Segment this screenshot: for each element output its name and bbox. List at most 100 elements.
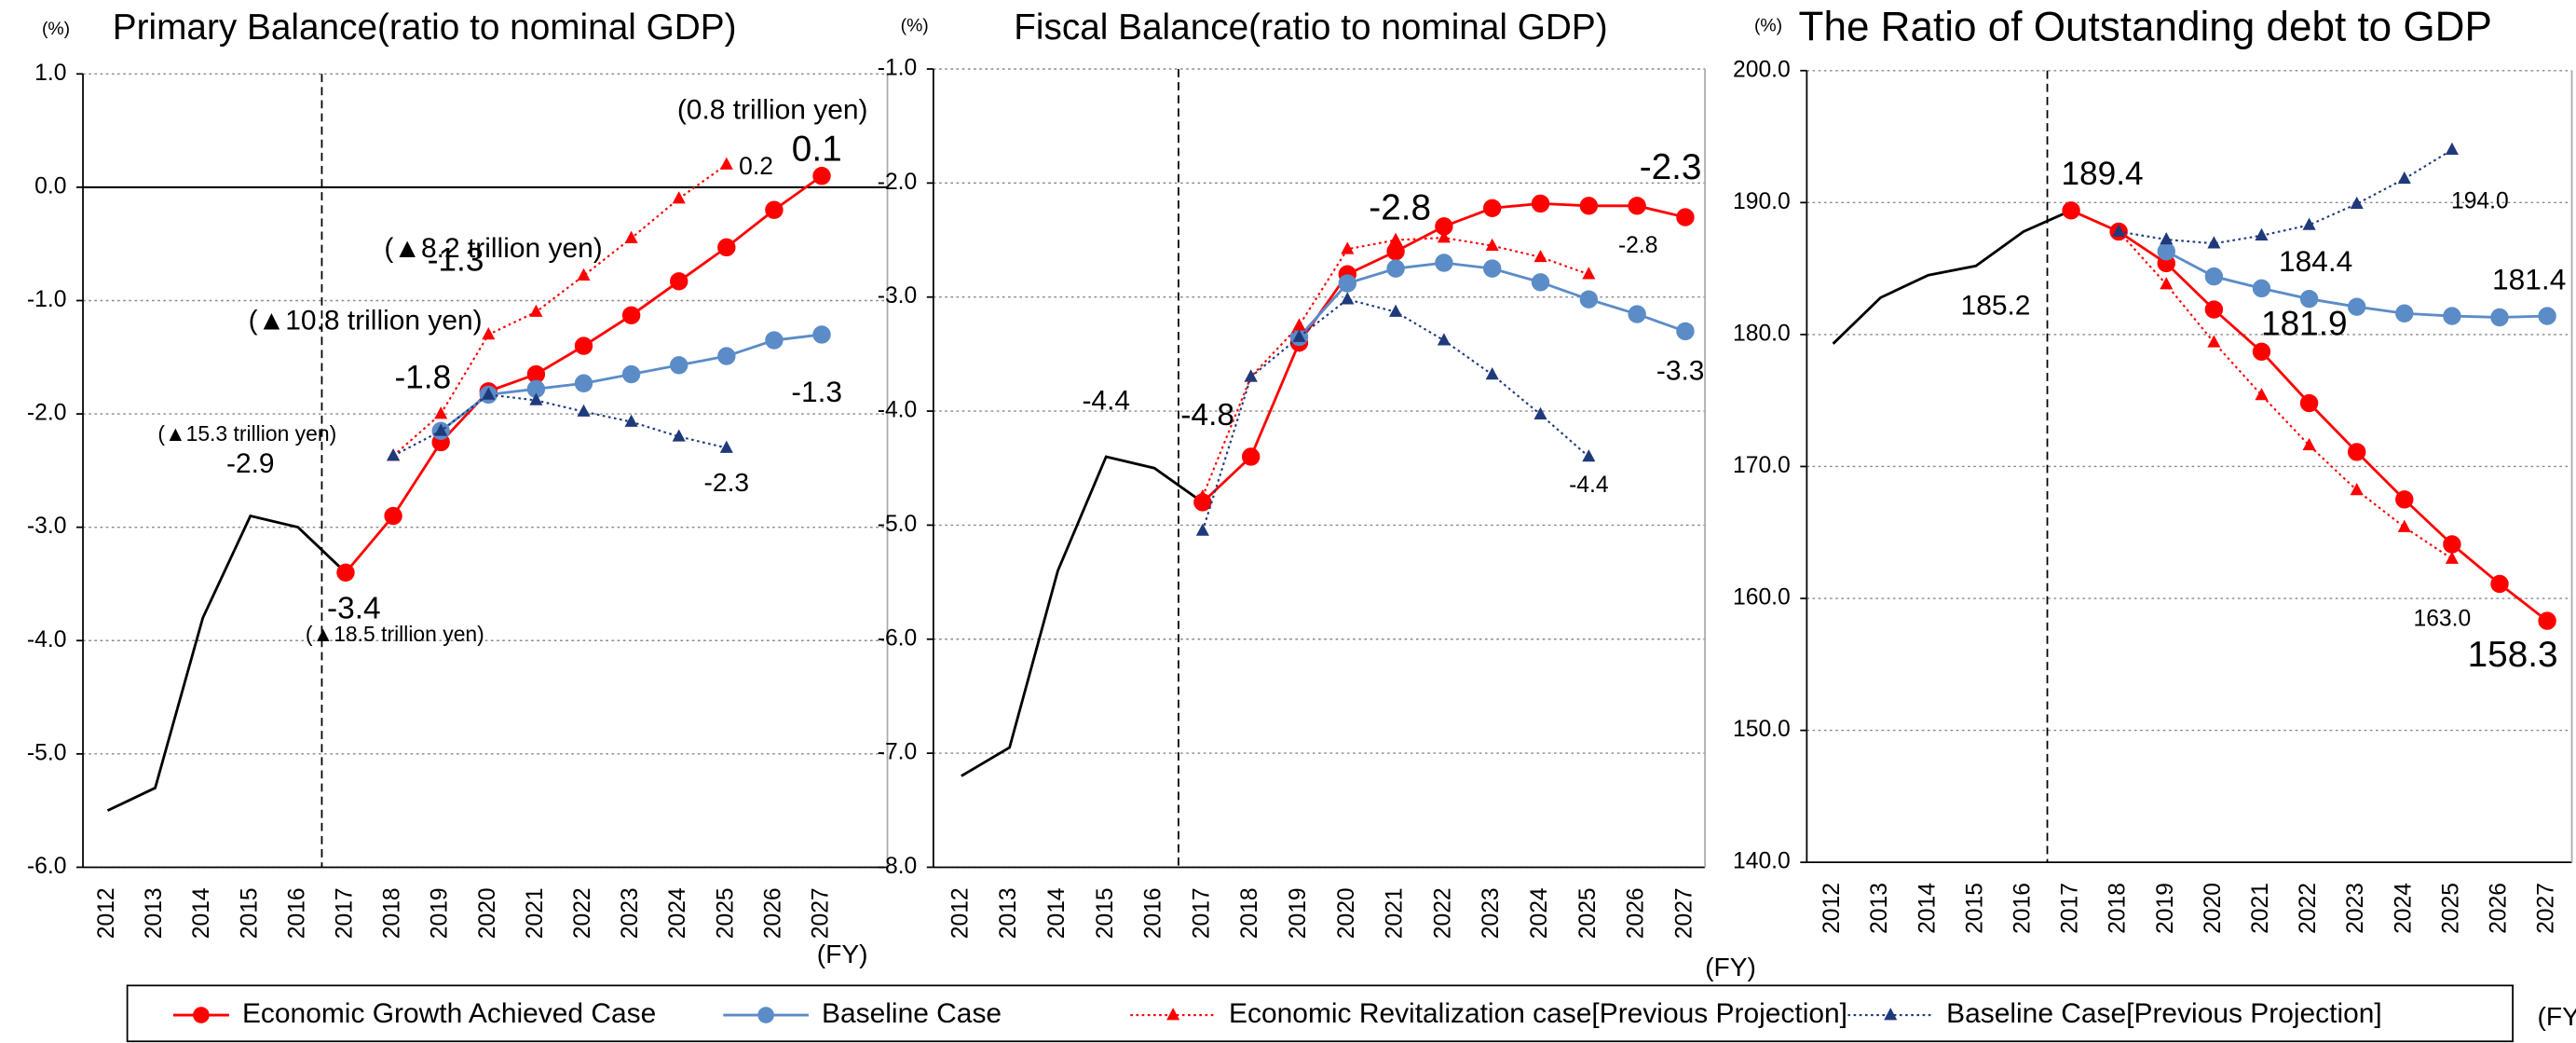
x-axis-unit: (FY) (1705, 952, 1756, 981)
data-point (1195, 523, 1209, 536)
x-tick-label: 2013 (142, 887, 167, 939)
annotation: (▲8.2 trillion yen) (384, 233, 602, 264)
y-tick-label: 0.0 (34, 173, 66, 199)
data-point (2204, 300, 2224, 319)
data-point (482, 387, 496, 400)
data-point (2397, 171, 2411, 185)
series-line (106, 514, 347, 812)
data-point (812, 167, 831, 185)
data-label: 0.2 (739, 152, 773, 180)
x-tick-label: 2019 (1286, 887, 1311, 939)
data-point (2204, 267, 2224, 286)
data-point (2395, 490, 2414, 509)
data-point (1195, 488, 1209, 502)
data-point (1244, 369, 1258, 382)
y-tick-label: -7.0 (878, 740, 918, 765)
data-point (529, 392, 543, 405)
y-tick-label: 1.0 (34, 61, 66, 86)
data-point (672, 191, 686, 204)
data-label: -2.8 (1618, 233, 1658, 258)
data-point (2443, 307, 2461, 325)
data-label: -4.4 (1082, 386, 1130, 417)
x-tick-label: 2022 (2296, 883, 2321, 934)
data-point (2445, 142, 2459, 155)
data-label: -3.3 (1656, 355, 1705, 386)
data-point (2157, 242, 2175, 261)
y-tick-label: -8.0 (878, 854, 918, 879)
data-point (2252, 279, 2271, 298)
data-point (2302, 217, 2316, 230)
data-point (621, 364, 641, 384)
data-point (482, 327, 496, 340)
data-label: -4.8 (1180, 398, 1234, 432)
legend-label: Baseline Case (822, 998, 1002, 1029)
series-line (1832, 209, 2072, 345)
series-line (961, 455, 1204, 777)
data-point (1582, 449, 1596, 462)
data-label: 0.1 (792, 130, 842, 170)
annotation: (▲10.8 trillion yen) (249, 305, 483, 336)
data-point (1531, 273, 1550, 292)
data-point (574, 336, 593, 355)
data-point (2490, 574, 2509, 594)
data-point (670, 272, 688, 291)
data-point (2538, 611, 2556, 630)
data-point (574, 374, 593, 392)
data-point (1533, 406, 1547, 420)
y-tick-label: -1.0 (878, 56, 918, 81)
data-point (1676, 208, 1695, 226)
data-point (624, 414, 638, 427)
data-point (1292, 329, 1306, 342)
x-tick-label: 2023 (2343, 883, 2368, 934)
legend-label: Baseline Case[Previous Projection] (1946, 998, 2382, 1029)
legend-marker (193, 1007, 210, 1023)
x-tick-label: 2019 (428, 887, 453, 939)
data-label: 163.0 (2413, 606, 2471, 631)
data-point (1533, 249, 1547, 263)
data-point (717, 347, 736, 365)
x-tick-label: 2016 (284, 887, 309, 939)
annotation: (▲15.3 trillion yen) (157, 421, 336, 446)
x-tick-label: 2027 (1671, 887, 1697, 939)
data-point (2445, 551, 2459, 564)
x-tick-label: 2027 (809, 887, 834, 939)
data-point (1437, 230, 1451, 243)
x-tick-label: 2018 (380, 887, 405, 939)
x-axis-unit: (FY) (2538, 1001, 2576, 1031)
data-label: 184.4 (2279, 244, 2352, 278)
chart-title: Primary Balance(ratio to nominal GDP) (113, 7, 737, 48)
data-label: 181.9 (2261, 304, 2348, 342)
data-point (1338, 274, 1356, 293)
data-point (2207, 236, 2221, 249)
x-tick-label: 2012 (94, 887, 119, 939)
data-point (336, 563, 355, 582)
data-label: -4.4 (1569, 473, 1608, 498)
chart-title: The Ratio of Outstanding debt to GDP (1799, 4, 2492, 49)
y-tick-label: -1.0 (27, 287, 67, 312)
data-label: -3.4 (327, 592, 381, 626)
data-point (2255, 227, 2269, 241)
legend-box (126, 984, 2514, 1043)
data-point (1386, 242, 1405, 261)
chart-title: Fiscal Balance(ratio to nominal GDP) (1014, 7, 1607, 48)
x-tick-label: 2015 (237, 887, 262, 939)
data-point (1389, 232, 1403, 245)
annotation: (0.8 trillion yen) (677, 95, 868, 126)
data-point (2207, 335, 2221, 348)
data-point (717, 238, 736, 257)
y-axis-unit: (%) (1754, 15, 1782, 35)
x-tick-label: 2020 (2201, 883, 2226, 934)
data-label: 181.4 (2492, 262, 2566, 295)
series-line (2119, 148, 2453, 245)
data-point (577, 404, 591, 417)
data-point (2348, 443, 2366, 461)
data-point (434, 406, 448, 419)
x-tick-label: 2017 (2058, 883, 2083, 934)
y-tick-label: 180.0 (1733, 321, 1791, 346)
data-point (1485, 238, 1499, 251)
data-label: 158.3 (2468, 635, 2558, 675)
data-label: -2.9 (226, 448, 275, 479)
data-point (1582, 267, 1596, 280)
y-tick-label: 140.0 (1733, 849, 1791, 874)
